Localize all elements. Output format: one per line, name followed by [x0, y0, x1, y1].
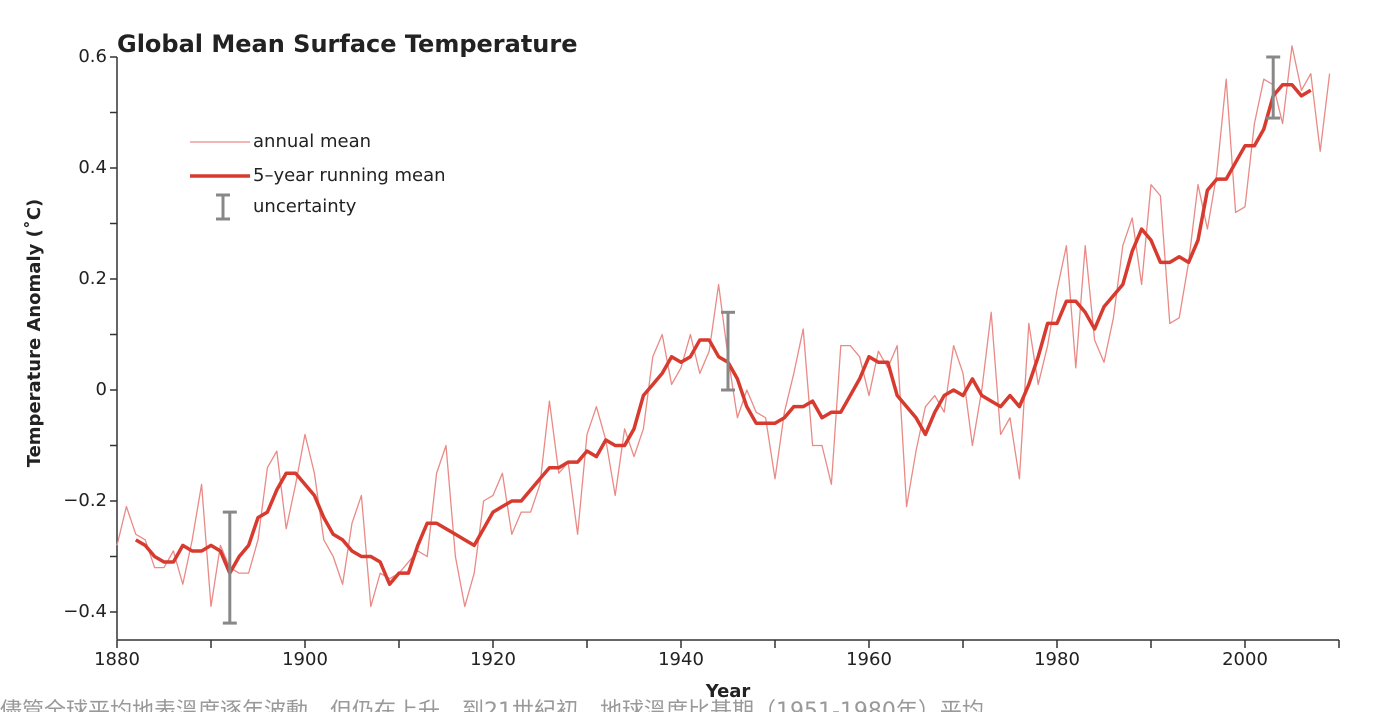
y-tick-label: 0 [96, 379, 107, 400]
legend-label: 5–year running mean [253, 165, 446, 186]
legend-label: annual mean [253, 131, 371, 152]
legend-swatch [216, 193, 230, 221]
legend-label: uncertainty [253, 196, 357, 217]
x-tick-label: 1880 [94, 649, 140, 670]
error-bar [721, 310, 735, 392]
x-tick-label: 2000 [1222, 649, 1268, 670]
caption: 儘管全球平均地表溫度逐年波動，但仍在上升。到21世紀初，地球溫度比基期（1951… [0, 699, 984, 712]
x-tick-label: 1900 [282, 649, 328, 670]
error-bar [222, 510, 237, 625]
y-axis-label: Temperature Anomaly (˚C) [23, 199, 45, 468]
y-tick-label: 0.4 [78, 157, 107, 178]
y-tick-label: −0.4 [63, 601, 107, 622]
x-tick-label: 1940 [658, 649, 704, 670]
chart-title: Global Mean Surface Temperature [117, 30, 578, 58]
x-tick-label: 1980 [1034, 649, 1080, 670]
y-tick-label: −0.2 [63, 490, 107, 511]
x-tick-label: 1960 [846, 649, 892, 670]
series-line [116, 45, 1331, 608]
series-line [134, 83, 1312, 586]
x-axis-label: Year [705, 681, 751, 702]
y-tick-label: 0.2 [78, 268, 107, 289]
error-bar [1266, 55, 1281, 120]
x-tick-label: 1920 [470, 649, 516, 670]
y-tick-label: 0.6 [78, 46, 107, 67]
